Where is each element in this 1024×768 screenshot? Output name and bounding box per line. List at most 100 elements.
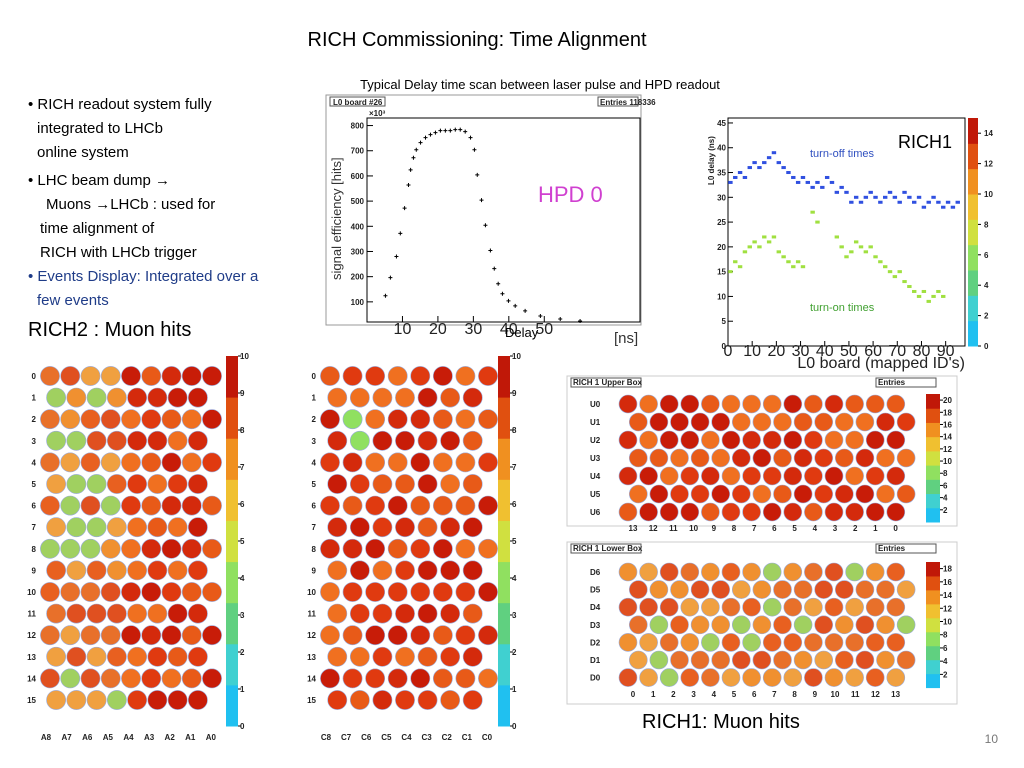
hpd: [855, 580, 875, 599]
row-label: 1: [312, 394, 317, 403]
hpd: [320, 452, 340, 473]
row-label: 11: [308, 610, 317, 619]
hpd: [721, 633, 741, 652]
data-point: [887, 190, 893, 194]
hpd: [127, 560, 148, 581]
hpd: [100, 495, 121, 516]
data-point: [795, 180, 801, 184]
hpd: [80, 409, 101, 430]
hpd: [670, 650, 689, 670]
hpd: [86, 690, 107, 710]
data-point: [926, 299, 931, 303]
hpd: [121, 495, 141, 516]
column-label: 11: [669, 524, 678, 533]
data-point: [897, 270, 902, 274]
hpd: [147, 603, 168, 624]
hpd: [349, 474, 370, 494]
column-label: 6: [772, 524, 777, 533]
hpd: [886, 394, 906, 414]
hpd: [845, 597, 864, 617]
hpd: [46, 517, 67, 538]
colorbar-tick-label: 14: [943, 591, 952, 600]
hpd: [46, 603, 67, 624]
hpd: [121, 409, 141, 430]
row-label: 6: [32, 502, 37, 511]
colorbar-tick-label: 1: [512, 685, 517, 694]
hpd: [639, 668, 658, 687]
hpd: [40, 668, 60, 689]
hpd: [731, 448, 751, 468]
data-point: [762, 235, 767, 239]
hpd: [773, 580, 792, 599]
hpd: [721, 597, 741, 617]
colorbar-segment: [926, 394, 940, 409]
hpd: [106, 603, 127, 624]
hpd: [395, 560, 415, 581]
hpd: [618, 502, 638, 522]
data-point: [752, 161, 757, 165]
y-tick-label: 600: [351, 172, 365, 181]
data-point: [945, 200, 951, 204]
data-point: [931, 294, 936, 298]
hpd: [80, 668, 101, 689]
colorbar-tick-label: 12: [943, 445, 952, 454]
hpd: [834, 650, 854, 670]
hpd: [793, 580, 813, 599]
hpd: [342, 409, 363, 430]
hpd: [834, 484, 854, 504]
colorbar-tick-label: 5: [240, 537, 245, 546]
plot-caption: Typical Delay time scan between laser pu…: [360, 77, 720, 92]
column-label: 12: [649, 524, 658, 533]
hpd: [147, 560, 168, 581]
hpd: [181, 538, 202, 559]
hpd: [478, 366, 498, 386]
hpd: [742, 562, 761, 582]
column-label: 12: [871, 690, 880, 699]
hpd: [628, 650, 648, 670]
row-label: U4: [590, 472, 601, 481]
colorbar-tick-label: 6: [240, 500, 245, 509]
data-point: [757, 166, 762, 170]
hpd: [659, 597, 679, 617]
hpd: [690, 615, 710, 635]
hpd: [80, 495, 101, 516]
hpd: [66, 646, 87, 667]
hpd: [349, 430, 370, 451]
hpd: [187, 560, 208, 581]
hpd: [845, 633, 864, 652]
data-point: [483, 223, 488, 228]
hpd: [659, 502, 679, 522]
hpd: [814, 412, 834, 432]
hpd: [711, 650, 731, 670]
hpd: [462, 474, 483, 494]
colorbar-segment: [926, 631, 940, 647]
colorbar-segment: [226, 479, 238, 521]
x-axis-label: L0 board (mapped ID's): [797, 355, 965, 372]
hpd: [327, 646, 348, 667]
hpd: [440, 387, 461, 408]
data-point: [800, 175, 806, 179]
hpd: [147, 474, 168, 494]
row-label: 14: [307, 674, 316, 683]
row-label: 13: [307, 653, 316, 662]
hpd: [40, 409, 60, 430]
hpd: [659, 562, 679, 582]
hpd: [639, 502, 658, 522]
data-point: [781, 166, 786, 170]
hpd: [387, 625, 408, 646]
y-tick-label: 0: [722, 342, 727, 351]
bullet-line: time alignment of: [40, 220, 155, 237]
hpd: [202, 538, 222, 559]
hpd: [680, 668, 700, 687]
y-axis-label: signal efficiency [hits]: [329, 157, 344, 280]
row-label: U5: [590, 490, 601, 499]
hpd: [187, 646, 208, 667]
column-label: 5: [732, 690, 737, 699]
hpd: [659, 430, 679, 450]
plot-header: L0 board #26: [333, 98, 383, 107]
column-label: 3: [833, 524, 838, 533]
column-label: 8: [792, 690, 797, 699]
data-point: [742, 175, 748, 179]
data-point: [757, 245, 762, 249]
colorbar-tick-label: 18: [943, 408, 952, 417]
